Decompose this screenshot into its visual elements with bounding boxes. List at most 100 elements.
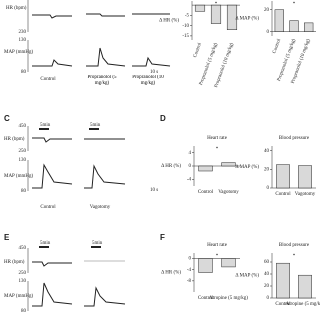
panel-letter: F xyxy=(160,233,165,242)
annotation: * xyxy=(216,147,219,152)
annotation: * xyxy=(215,2,218,7)
trace xyxy=(132,56,171,67)
trace xyxy=(32,282,73,307)
marker-bar xyxy=(39,128,49,130)
y-tick-label: -8 xyxy=(187,279,192,284)
condition: Propranolol (5 mg/kg) xyxy=(87,75,116,86)
annotation: * xyxy=(293,2,296,7)
trace xyxy=(32,137,72,143)
trace xyxy=(32,14,72,19)
y-tick-label: 20 xyxy=(264,167,270,172)
y-axis-label: Δ MAP (%) xyxy=(235,165,259,170)
panel-letter: C xyxy=(4,114,10,123)
annotation: * xyxy=(216,254,219,259)
trace xyxy=(32,261,72,267)
hr-axis: HR (bpm) xyxy=(6,6,27,11)
y-tick-label: 0 xyxy=(267,30,270,35)
tick: 80 xyxy=(21,70,27,75)
marker: 5min xyxy=(40,241,51,246)
marker: 5min xyxy=(40,123,51,128)
condition-text: Propranolol (10 mg/kg) xyxy=(132,75,164,86)
y-axis-label: Δ MAP (%) xyxy=(235,274,259,279)
x-tick-label: Atropine (5 mg/kg) xyxy=(209,296,248,301)
chart-title: Blood pressure xyxy=(279,136,310,141)
y-tick-label: 0 xyxy=(267,296,270,301)
tick: 450 xyxy=(19,246,27,251)
hr-axis: HR (bpm) xyxy=(4,137,25,142)
bar xyxy=(276,262,290,299)
bar xyxy=(221,162,236,167)
hr-axis: HR (bpm) xyxy=(4,260,25,265)
y-tick-label: 0 xyxy=(189,257,192,262)
y-tick-label: 4 xyxy=(189,151,192,156)
bar xyxy=(194,4,206,12)
x-tick-label: Control xyxy=(198,296,214,301)
chart-title: Heart rate xyxy=(207,136,228,141)
trace xyxy=(86,47,126,67)
y-tick-label: 0 xyxy=(267,186,270,191)
tick: 130 xyxy=(19,158,27,163)
y-tick-label: 20 xyxy=(264,284,270,289)
y-tick-label: 0 xyxy=(189,164,192,169)
chart-title: Heart rate xyxy=(207,243,228,248)
y-tick-label: 40 xyxy=(264,272,270,277)
tick: 80 xyxy=(21,189,27,194)
condition: Control xyxy=(40,77,56,82)
scale-label: 10 s xyxy=(150,188,158,193)
bar xyxy=(304,22,314,32)
bar xyxy=(274,9,284,32)
bar xyxy=(298,274,312,299)
y-tick-label: 20 xyxy=(264,8,270,13)
y-axis-label: Δ HR (%) xyxy=(159,19,179,24)
x-tick-label: Control xyxy=(198,190,214,195)
marker-bar xyxy=(39,246,49,248)
condition: Control xyxy=(40,205,56,210)
y-tick-label: -4 xyxy=(187,177,192,182)
bar xyxy=(289,20,299,32)
bar xyxy=(276,164,290,189)
marker: 5min xyxy=(92,241,103,246)
map-axis: MAP (mmHg) xyxy=(4,174,33,179)
x-tick-label: Control xyxy=(275,302,291,307)
y-axis-label: Δ HR (%) xyxy=(161,164,181,169)
map-axis: MAP (mmHg) xyxy=(4,294,33,299)
y-tick-label: 60 xyxy=(264,260,270,265)
bar xyxy=(226,4,238,30)
bar xyxy=(210,4,222,24)
condition: Vagotomy xyxy=(90,205,111,210)
tick: 250 xyxy=(19,271,27,276)
y-tick-label: -15 xyxy=(182,34,189,39)
y-axis-label: Δ MAP (%) xyxy=(235,17,259,22)
marker-bar xyxy=(91,246,101,248)
panel-letter: D xyxy=(160,114,166,123)
x-tick-label: Atropine (5 mg/kg) xyxy=(286,302,320,307)
tick: 130 xyxy=(19,38,27,43)
y-tick-label: -4 xyxy=(187,268,192,273)
y-tick-label: 40 xyxy=(264,149,270,154)
tick: 80 xyxy=(21,309,27,314)
map-axis: MAP (mmHg) xyxy=(4,50,33,55)
trace xyxy=(84,164,126,189)
x-tick-label: Control xyxy=(193,42,203,59)
trace xyxy=(86,13,125,17)
tick: 250 xyxy=(19,149,27,154)
x-tick-label: Vagotomy xyxy=(218,190,239,195)
bar xyxy=(198,165,213,172)
trace xyxy=(32,59,73,67)
chart-title: Blood pressure xyxy=(279,243,310,248)
tick: 450 xyxy=(19,124,27,129)
trace xyxy=(84,286,126,307)
y-tick-label: -5 xyxy=(185,14,190,19)
x-tick-label: Propranolol (10 mg/kg) xyxy=(214,42,235,88)
bar xyxy=(298,165,312,189)
x-tick-label: Control xyxy=(275,192,291,197)
y-axis-label: Δ HR (%) xyxy=(161,271,181,276)
scale-label: 10 s xyxy=(150,70,158,75)
trace xyxy=(32,163,73,189)
bar xyxy=(221,258,236,268)
x-tick-label: Control xyxy=(272,38,282,55)
marker-bar xyxy=(89,128,99,130)
tick: 230 xyxy=(19,30,27,35)
marker: 5min xyxy=(90,123,101,128)
